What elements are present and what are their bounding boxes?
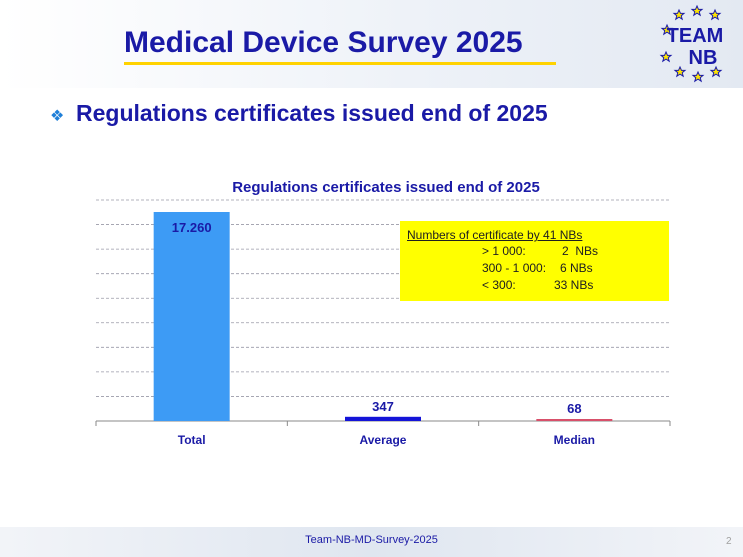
svg-text:NB: NB — [689, 47, 718, 69]
star-icon — [690, 4, 704, 17]
note-range-label: > 1 000: — [482, 244, 526, 258]
star-icon — [709, 65, 723, 78]
diamond-bullet-icon: ❖ — [50, 108, 65, 125]
star-icon — [708, 8, 722, 21]
note-range-label: 300 - 1 000: — [482, 261, 547, 275]
star-icon — [673, 65, 687, 78]
bar-value-label: 347 — [372, 399, 394, 414]
note-heading: Numbers of certificate by 41 NBs — [407, 228, 583, 242]
note-count: 6 NBs — [560, 261, 593, 275]
star-icon — [672, 8, 686, 21]
page-title: Medical Device Survey 2025 — [124, 26, 523, 59]
team-nb-logo: TEAM NB — [659, 4, 724, 83]
bar-value-label: 68 — [567, 401, 581, 416]
footer-band — [0, 527, 743, 557]
category-tick-label: Total — [178, 433, 206, 447]
svg-text:TEAM: TEAM — [667, 25, 724, 47]
note-count: 2 NBs — [562, 244, 599, 258]
page-number: 2 — [726, 536, 732, 547]
note-range-label: < 300: — [482, 278, 516, 292]
title-underline — [124, 62, 556, 65]
chart-title: Regulations certificates issued end of 2… — [232, 179, 540, 196]
bar — [345, 416, 421, 421]
bar — [153, 212, 230, 421]
category-tick-label: Average — [360, 433, 407, 447]
section-heading: Regulations certificates issued end of 2… — [76, 100, 548, 126]
star-icon — [691, 70, 705, 83]
bar-chart: 17.260 Total 347 Average 68 Median Regulation… — [95, 179, 671, 447]
bar-value-label: 17.260 — [172, 220, 212, 235]
category-tick-label: Median — [554, 433, 595, 447]
footer-text: Team-NB-MD-Survey-2025 — [305, 534, 438, 546]
star-icon — [659, 50, 673, 63]
note-count: 33 NBs — [554, 278, 594, 292]
bar — [536, 419, 613, 421]
certificate-note-box: Numbers of certificate by 41 NBs > 1 000… — [400, 221, 669, 301]
header-band — [0, 0, 743, 88]
star-icon — [660, 23, 674, 36]
